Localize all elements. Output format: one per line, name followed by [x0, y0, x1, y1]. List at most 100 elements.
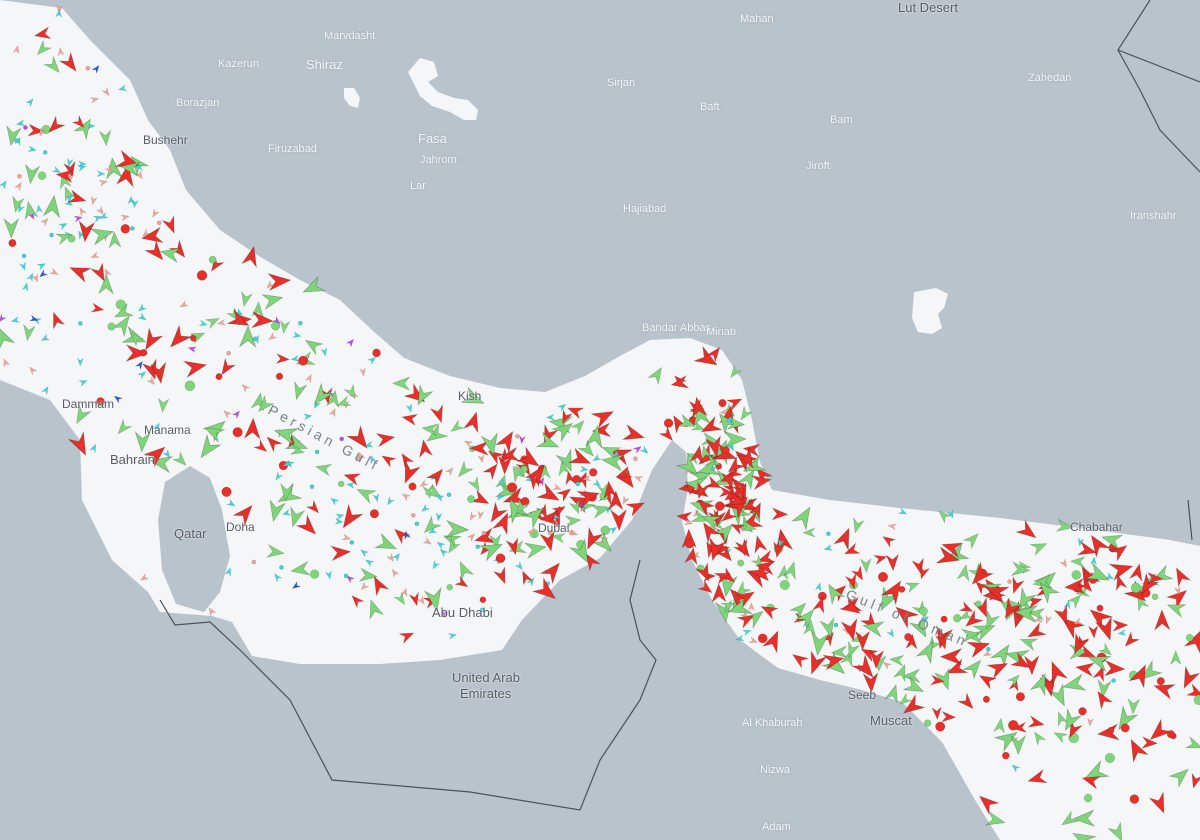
vessel-underway-marker[interactable] — [308, 382, 335, 410]
vessel-stationary-marker[interactable] — [17, 174, 22, 179]
vessel-underway-marker[interactable] — [977, 670, 998, 690]
vessel-stationary-marker[interactable] — [343, 573, 349, 579]
vessel-stationary-marker[interactable] — [721, 446, 730, 455]
vessel-underway-marker[interactable] — [328, 407, 338, 418]
vessel-underway-marker[interactable] — [55, 8, 63, 18]
vessel-underway-marker[interactable] — [962, 656, 986, 680]
vessel-underway-marker[interactable] — [843, 542, 861, 559]
vessel-underway-marker[interactable] — [67, 430, 93, 459]
vessel-underway-marker[interactable] — [1069, 556, 1086, 568]
vessel-underway-marker[interactable] — [398, 451, 415, 469]
vessel-stationary-marker[interactable] — [589, 468, 598, 477]
vessel-underway-marker[interactable] — [35, 204, 43, 214]
vessel-underway-marker[interactable] — [89, 261, 110, 284]
vessel-underway-marker[interactable] — [1133, 594, 1150, 612]
vessel-underway-marker[interactable] — [22, 323, 36, 342]
vessel-underway-marker[interactable] — [1086, 650, 1112, 673]
vessel-stationary-marker[interactable] — [14, 138, 19, 143]
vessel-stationary-marker[interactable] — [751, 461, 759, 468]
vessel-underway-marker[interactable] — [736, 610, 756, 629]
vessel-underway-marker[interactable] — [198, 319, 208, 328]
vessel-underway-marker[interactable] — [897, 692, 913, 707]
vessel-underway-marker[interactable] — [632, 444, 643, 454]
vessel-underway-marker[interactable] — [489, 533, 502, 551]
vessel-underway-marker[interactable] — [1087, 717, 1094, 727]
vessel-underway-marker[interactable] — [379, 452, 397, 468]
vessel-underway-marker[interactable] — [279, 482, 295, 502]
vessel-stationary-marker[interactable] — [226, 350, 231, 356]
vessel-stationary-marker[interactable] — [215, 373, 223, 381]
vessel-underway-marker[interactable] — [368, 454, 377, 465]
vessel-underway-marker[interactable] — [755, 559, 776, 576]
vessel-underway-marker[interactable] — [27, 365, 38, 376]
vessel-underway-marker[interactable] — [1165, 599, 1187, 618]
vessel-underway-marker[interactable] — [550, 417, 577, 443]
vessel-underway-marker[interactable] — [505, 537, 521, 556]
vessel-underway-marker[interactable] — [694, 495, 716, 517]
vessel-underway-marker[interactable] — [698, 415, 723, 438]
vessel-stationary-marker[interactable] — [120, 224, 131, 234]
vessel-underway-marker[interactable] — [408, 591, 421, 607]
vessel-underway-marker[interactable] — [551, 531, 566, 544]
vessel-underway-marker[interactable] — [705, 536, 727, 562]
vessel-stationary-marker[interactable] — [78, 321, 83, 326]
vessel-underway-marker[interactable] — [971, 618, 997, 642]
vessel-underway-marker[interactable] — [1084, 561, 1113, 587]
vessel-underway-marker[interactable] — [21, 282, 30, 292]
vessel-underway-marker[interactable] — [718, 486, 734, 498]
vessel-stationary-marker[interactable] — [953, 614, 962, 623]
vessel-underway-marker[interactable] — [592, 478, 603, 489]
vessel-underway-marker[interactable] — [581, 526, 605, 552]
vessel-underway-marker[interactable] — [639, 445, 650, 456]
vessel-stationary-marker[interactable] — [339, 436, 344, 442]
vessel-underway-marker[interactable] — [240, 382, 251, 393]
vessel-underway-marker[interactable] — [358, 567, 378, 583]
vessel-underway-marker[interactable] — [162, 449, 172, 460]
vessel-underway-marker[interactable] — [1010, 734, 1027, 756]
vessel-underway-marker[interactable] — [735, 446, 760, 472]
vessel-underway-marker[interactable] — [802, 527, 816, 538]
vessel-underway-marker[interactable] — [899, 693, 926, 719]
vessel-stationary-marker[interactable] — [184, 380, 196, 392]
vessel-underway-marker[interactable] — [91, 64, 102, 74]
vessel-underway-marker[interactable] — [1103, 659, 1126, 677]
vessel-underway-marker[interactable] — [520, 502, 548, 530]
vessel-underway-marker[interactable] — [398, 459, 422, 486]
vessel-underway-marker[interactable] — [885, 553, 899, 572]
vessel-underway-marker[interactable] — [1112, 704, 1139, 733]
vessel-underway-marker[interactable] — [19, 261, 28, 271]
vessel-underway-marker[interactable] — [1069, 826, 1097, 840]
vessel-stationary-marker[interactable] — [298, 355, 309, 366]
vessel-underway-marker[interactable] — [393, 591, 408, 607]
vessel-underway-marker[interactable] — [226, 498, 237, 508]
vessel-underway-marker[interactable] — [958, 601, 974, 616]
vessel-underway-marker[interactable] — [590, 405, 617, 430]
vessel-underway-marker[interactable] — [140, 228, 151, 239]
vessel-underway-marker[interactable] — [886, 628, 896, 639]
vessel-stationary-marker[interactable] — [506, 482, 518, 493]
vessel-underway-marker[interactable] — [720, 598, 736, 613]
vessel-stationary-marker[interactable] — [974, 600, 982, 608]
vessel-stationary-marker[interactable] — [877, 571, 889, 582]
vessel-underway-marker[interactable] — [1047, 683, 1071, 708]
vessel-stationary-marker[interactable] — [1008, 720, 1019, 731]
vessel-underway-marker[interactable] — [469, 489, 492, 509]
vessel-underway-marker[interactable] — [591, 422, 612, 438]
vessel-underway-marker[interactable] — [1077, 537, 1085, 547]
vessel-underway-marker[interactable] — [748, 636, 758, 645]
vessel-underway-marker[interactable] — [372, 492, 381, 503]
vessel-underway-marker[interactable] — [972, 578, 990, 596]
vessel-underway-marker[interactable] — [1068, 632, 1091, 657]
vessel-underway-marker[interactable] — [999, 597, 1022, 621]
vessel-stationary-marker[interactable] — [663, 418, 674, 428]
vessel-underway-marker[interactable] — [305, 499, 323, 516]
vessel-underway-marker[interactable] — [304, 373, 314, 384]
vessel-underway-marker[interactable] — [844, 640, 861, 660]
vessel-underway-marker[interactable] — [725, 500, 752, 527]
vessel-underway-marker[interactable] — [102, 268, 112, 278]
vessel-underway-marker[interactable] — [698, 519, 722, 544]
vessel-underway-marker[interactable] — [423, 586, 445, 612]
vessel-underway-marker[interactable] — [477, 454, 485, 464]
vessel-underway-marker[interactable] — [551, 502, 567, 518]
vessel-stationary-marker[interactable] — [1015, 692, 1025, 702]
